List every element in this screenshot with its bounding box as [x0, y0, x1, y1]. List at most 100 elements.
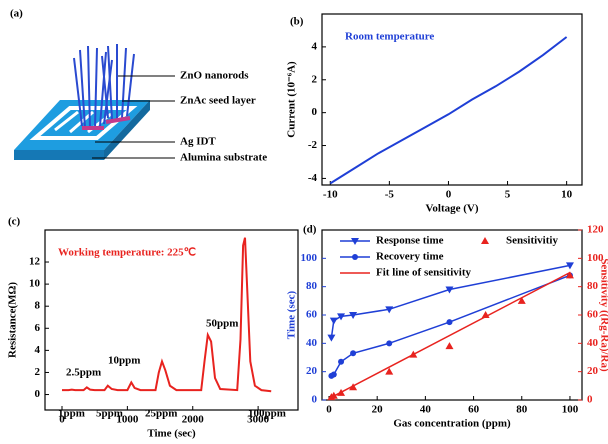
- y2-tick-label: 40: [587, 337, 599, 349]
- x-tick-label: 10: [561, 189, 573, 201]
- x-tick-label: 3000: [247, 414, 270, 426]
- marker: [445, 286, 454, 294]
- y-tick-label: 0: [35, 388, 41, 400]
- x-tick-label: 1000: [116, 414, 139, 426]
- x-tick-label: 0: [446, 189, 452, 201]
- y-tick-label: 40: [306, 337, 318, 349]
- marker: [481, 237, 489, 244]
- legend-label: Response time: [376, 235, 444, 247]
- marker: [386, 340, 393, 347]
- y2-tick-label: 80: [587, 280, 599, 292]
- y-axis-label: Current (10⁻⁶A): [286, 61, 298, 138]
- marker: [351, 238, 359, 245]
- x-tick-label: 0: [326, 404, 332, 416]
- panel-label: (a): [10, 8, 23, 20]
- annotation: Working temperature: 225℃: [58, 247, 196, 259]
- y-tick-label: 2: [35, 366, 41, 378]
- arrows: [92, 75, 175, 159]
- y-tick-label: -4: [308, 172, 318, 184]
- y2-tick-label: 100: [587, 252, 604, 264]
- series-line: [329, 36, 568, 185]
- x-tick-label: 100: [562, 404, 579, 416]
- y-tick-label: 20: [306, 365, 318, 377]
- plot-frame: [321, 229, 583, 401]
- y-axis-label: Time (sec): [286, 290, 298, 339]
- y-tick-label: 0: [312, 106, 318, 118]
- x-tick-label: -5: [385, 189, 395, 201]
- y-tick-label: 4: [35, 344, 41, 356]
- x-tick-label: 80: [516, 404, 528, 416]
- y-tick-label: 60: [306, 309, 318, 321]
- marker: [350, 350, 357, 357]
- substrate-side: [14, 150, 104, 160]
- x-tick-label: 2000: [182, 414, 205, 426]
- marker: [446, 319, 453, 326]
- x-tick-label: 40: [420, 404, 432, 416]
- legend-label: Sensitivitiy: [506, 235, 558, 247]
- y-tick-label: 10: [29, 278, 41, 290]
- plot-frame: [44, 229, 299, 411]
- annotation: 100ppm: [248, 408, 286, 420]
- diagram-label: Ag IDT: [180, 136, 216, 148]
- marker: [337, 313, 346, 321]
- y2-tick-label: 20: [587, 365, 599, 377]
- y-tick-label: 100: [301, 252, 318, 264]
- marker: [565, 271, 574, 279]
- y-tick-label: 80: [306, 280, 318, 292]
- x-tick-label: 20: [372, 404, 384, 416]
- y-tick-label: 8: [35, 300, 41, 312]
- y-tick-label: 12: [29, 256, 41, 268]
- marker: [565, 262, 574, 270]
- marker: [385, 367, 394, 375]
- marker: [445, 342, 454, 350]
- x-axis-label: Voltage (V): [425, 203, 478, 215]
- x-tick-label: 0: [59, 414, 65, 426]
- y-tick-label: 4: [312, 40, 318, 52]
- diagram-label: ZnO nanorods: [180, 70, 249, 82]
- marker: [385, 306, 394, 314]
- seed-layer: [82, 116, 131, 130]
- x-tick-label: 60: [468, 404, 480, 416]
- y-tick-label: 2: [312, 73, 318, 85]
- panel-label: (c): [8, 216, 21, 228]
- idt: [29, 106, 138, 140]
- annotation: 25ppm: [145, 408, 177, 420]
- y2-tick-label: 120: [587, 224, 604, 236]
- panel-label: (d): [303, 224, 317, 236]
- marker: [352, 254, 358, 260]
- y-tick-label: -2: [308, 139, 318, 151]
- marker: [349, 312, 358, 319]
- marker: [329, 317, 338, 325]
- panel-label: (b): [290, 16, 304, 28]
- annotation: 50ppm: [206, 318, 238, 330]
- marker: [517, 296, 526, 304]
- plot-frame: [321, 13, 583, 186]
- y-tick-label: 6: [35, 322, 41, 334]
- x-tick-label: -10: [323, 189, 338, 201]
- legend-label: Fit line of sensitivity: [376, 267, 472, 279]
- y2-tick-label: 0: [587, 394, 593, 406]
- marker: [330, 371, 337, 378]
- nanorods: [73, 44, 135, 129]
- annotation: Room temperature: [345, 31, 434, 43]
- annotation: 10ppm: [108, 355, 140, 367]
- y2-axis-label: Sensitivity ((Rg-Ra)/Ra): [598, 258, 608, 372]
- series-line: [328, 271, 571, 400]
- annotation: 5ppm: [96, 408, 123, 420]
- substrate-side: [104, 100, 150, 160]
- marker: [338, 358, 345, 365]
- y-tick-label: 0: [312, 394, 318, 406]
- x-tick-label: 5: [505, 189, 511, 201]
- x-axis-label: Time (sec): [147, 428, 196, 439]
- x-axis-label: Gas concentration (ppm): [393, 418, 511, 430]
- marker: [327, 334, 336, 342]
- y-axis-label: Resistance(MΩ): [7, 282, 19, 358]
- annotation: 2.5ppm: [66, 367, 101, 379]
- annotation: 1ppm: [58, 408, 85, 420]
- series-line: [62, 237, 272, 393]
- diagram: (a) ZnO nanorods ZnAc seed layer Ag IDT …: [10, 8, 267, 164]
- diagram-label: ZnAc seed layer: [180, 95, 256, 107]
- legend-label: Recovery time: [376, 251, 444, 263]
